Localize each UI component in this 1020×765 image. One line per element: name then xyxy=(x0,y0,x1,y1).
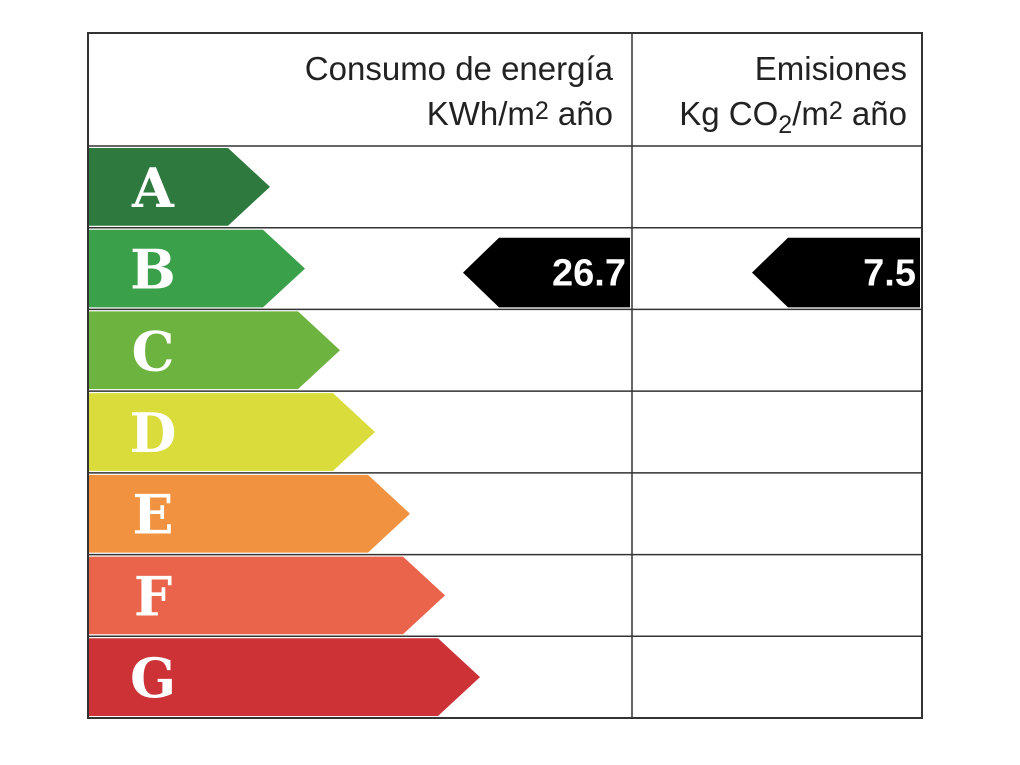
unit-superscript: 2 xyxy=(535,97,549,125)
class-arrow xyxy=(89,229,305,308)
class-arrow xyxy=(89,556,445,635)
unit-superscript: 2 xyxy=(829,97,843,125)
class-arrow xyxy=(89,638,480,716)
energy-unit: KWh/m2 año xyxy=(427,95,613,132)
table-border xyxy=(87,32,923,719)
unit-part: KWh/m xyxy=(427,95,535,132)
class-arrow xyxy=(89,311,340,390)
rating-value: 26.7 xyxy=(552,253,626,295)
unit-part: año xyxy=(843,95,907,132)
unit-part: /m xyxy=(792,95,829,132)
rating-value: 7.5 xyxy=(863,253,916,295)
unit-part: Kg CO xyxy=(679,95,778,132)
energy-title: Consumo de energía xyxy=(305,50,614,87)
unit-subscript: 2 xyxy=(778,111,792,139)
class-letter: F xyxy=(134,564,172,628)
emissions-title: Emisiones xyxy=(755,50,907,87)
emissions-unit: Kg CO2/m2 año xyxy=(679,95,907,139)
class-letter: B xyxy=(130,238,176,302)
class-arrow xyxy=(89,474,410,553)
class-arrow xyxy=(89,148,270,226)
table-grid xyxy=(87,32,923,719)
rating-arrow xyxy=(752,237,920,308)
class-letter: G xyxy=(130,646,176,710)
class-arrow xyxy=(89,393,375,471)
class-letter: C xyxy=(132,319,175,383)
rating-arrow xyxy=(463,237,630,308)
class-letter: D xyxy=(130,401,177,465)
unit-part: año xyxy=(549,95,613,132)
class-letter: E xyxy=(132,483,173,547)
class-letter: A xyxy=(131,156,175,220)
